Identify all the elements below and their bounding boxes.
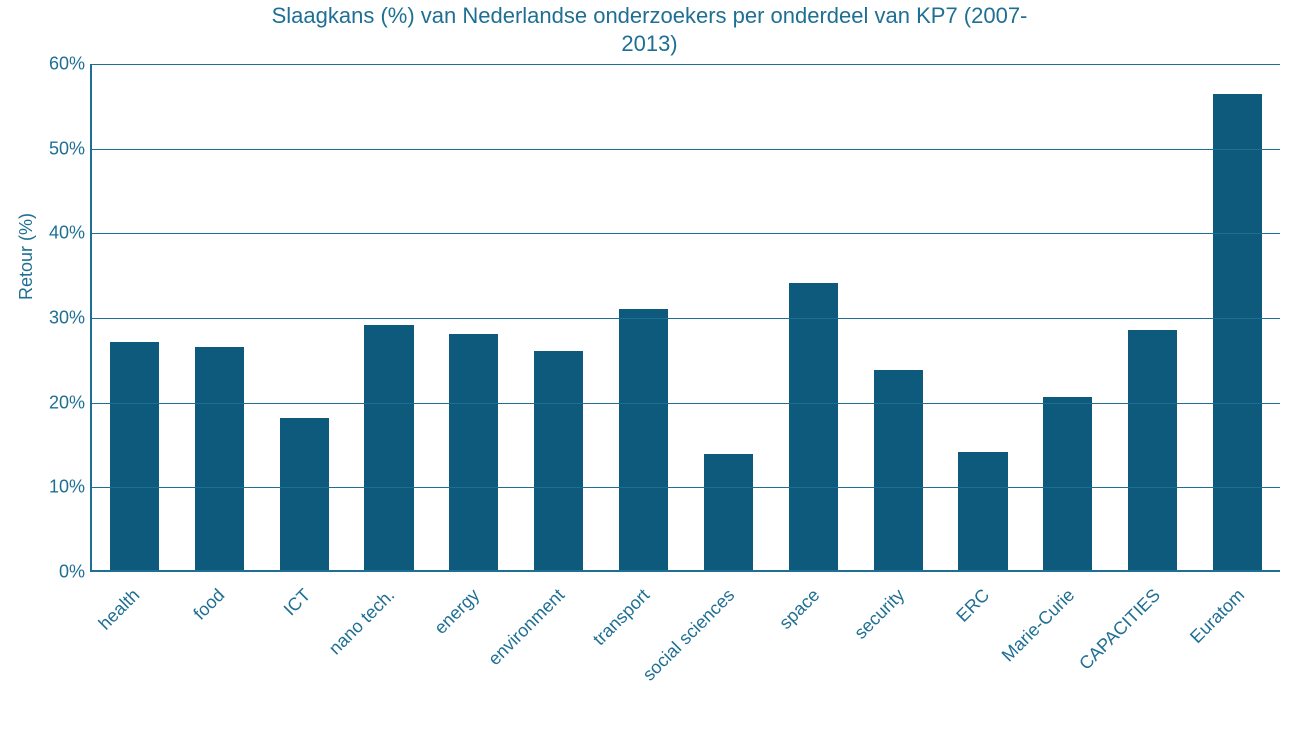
plot-area <box>90 64 1280 572</box>
bars-row <box>92 64 1280 570</box>
bar-slot <box>177 64 262 570</box>
bar <box>364 325 413 570</box>
gridline <box>92 149 1280 150</box>
bar-slot <box>262 64 347 570</box>
y-tick-label: 60% <box>25 54 85 75</box>
y-tick-label: 10% <box>25 477 85 498</box>
y-tick-label: 20% <box>25 392 85 413</box>
bar <box>449 334 498 570</box>
x-axis-label: health <box>95 585 145 635</box>
bar <box>704 454 753 570</box>
gridline <box>92 64 1280 65</box>
chart-title-line1: Slaagkans (%) van Nederlandse onderzoeke… <box>272 3 1028 28</box>
x-axis-label: CAPACITIES <box>1075 585 1165 675</box>
bar-slot <box>1110 64 1195 570</box>
x-axis-label: energy <box>431 585 485 639</box>
x-axis-label: environment <box>485 585 570 670</box>
bar-slot <box>516 64 601 570</box>
bar <box>1128 330 1177 570</box>
x-axis-label: food <box>190 585 230 625</box>
bar-slot <box>431 64 516 570</box>
gridline <box>92 487 1280 488</box>
chart-title-line2: 2013) <box>621 31 677 56</box>
y-tick-label: 0% <box>25 562 85 583</box>
bar-slot <box>347 64 432 570</box>
x-axis-label: social sciences <box>639 585 739 685</box>
x-axis-label: security <box>851 585 910 644</box>
bar-chart: Slaagkans (%) van Nederlandse onderzoeke… <box>0 0 1299 736</box>
x-axis-label: Marie-Curie <box>998 585 1079 666</box>
chart-title: Slaagkans (%) van Nederlandse onderzoeke… <box>0 2 1299 57</box>
bar <box>874 370 923 570</box>
gridline <box>92 318 1280 319</box>
x-axis-label: transport <box>589 585 654 650</box>
bar-slot <box>686 64 771 570</box>
bar <box>534 351 583 570</box>
x-axis-label: space <box>776 585 825 634</box>
bar <box>280 418 329 570</box>
gridline <box>92 233 1280 234</box>
bar-slot <box>771 64 856 570</box>
y-tick-label: 40% <box>25 223 85 244</box>
bar-slot <box>941 64 1026 570</box>
bar-slot <box>1195 64 1280 570</box>
bar <box>619 309 668 570</box>
bar <box>1213 94 1262 570</box>
bar-slot <box>92 64 177 570</box>
bar <box>958 452 1007 570</box>
bar-slot <box>856 64 941 570</box>
x-axis-label: ICT <box>279 585 314 620</box>
y-tick-label: 50% <box>25 138 85 159</box>
x-axis-label: ERC <box>953 585 995 627</box>
bar <box>110 342 159 570</box>
x-axis-label: nano tech. <box>325 585 399 659</box>
bar <box>1043 397 1092 570</box>
y-tick-label: 30% <box>25 308 85 329</box>
gridline <box>92 403 1280 404</box>
bar <box>195 347 244 570</box>
x-axis-label: Euratom <box>1187 585 1250 648</box>
bar-slot <box>601 64 686 570</box>
bar-slot <box>1025 64 1110 570</box>
bar <box>789 283 838 570</box>
